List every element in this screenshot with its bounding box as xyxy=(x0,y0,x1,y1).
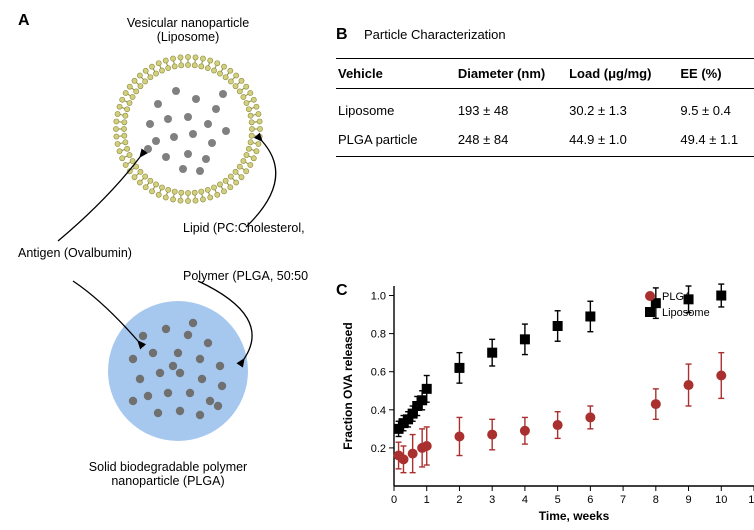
svg-text:Polymer (PLGA, 50:50): Polymer (PLGA, 50:50) xyxy=(183,269,308,283)
svg-text:5: 5 xyxy=(555,494,561,506)
liposome-svg: Lipid (PC:Cholesterol, 2:1) xyxy=(28,44,308,244)
table-cell: Liposome xyxy=(336,89,456,126)
svg-text:Fraction OVA released: Fraction OVA released xyxy=(341,322,355,449)
svg-text:10: 10 xyxy=(715,494,727,506)
table-cell: 44.9 ± 1.0 xyxy=(567,125,678,157)
svg-text:4: 4 xyxy=(522,494,528,506)
table-cell: 248 ± 84 xyxy=(456,125,567,157)
svg-text:0.8: 0.8 xyxy=(371,329,386,341)
panel-c-label: C xyxy=(336,282,348,300)
svg-text:3: 3 xyxy=(489,494,495,506)
char-table: VehicleDiameter (nm)Load (μg/mg)EE (%) L… xyxy=(336,58,754,157)
svg-text:1.0: 1.0 xyxy=(371,291,386,303)
table-header: Load (μg/mg) xyxy=(567,59,678,89)
svg-text:Liposome: Liposome xyxy=(662,307,710,319)
svg-text:11: 11 xyxy=(748,494,754,506)
panel-b: B Particle Characterization VehicleDiame… xyxy=(336,12,754,274)
table-row: PLGA particle248 ± 8444.9 ± 1.049.4 ± 1.… xyxy=(336,125,754,157)
svg-text:0.4: 0.4 xyxy=(371,405,386,417)
table-cell: 193 ± 48 xyxy=(456,89,567,126)
svg-text:Lipid (PC:Cholesterol, 2:1): Lipid (PC:Cholesterol, 2:1) xyxy=(183,221,308,235)
plga-svg: Polymer (PLGA, 50:50) xyxy=(28,266,308,456)
table-header: Diameter (nm) xyxy=(456,59,567,89)
table-cell: 30.2 ± 1.3 xyxy=(567,89,678,126)
svg-text:0: 0 xyxy=(391,494,397,506)
svg-text:6: 6 xyxy=(587,494,593,506)
panel-b-title: Particle Characterization xyxy=(364,27,506,42)
table-cell: PLGA particle xyxy=(336,125,456,157)
svg-text:7: 7 xyxy=(620,494,626,506)
svg-text:1: 1 xyxy=(424,494,430,506)
table-row: Liposome193 ± 4830.2 ± 1.39.5 ± 0.4 xyxy=(336,89,754,126)
release-chart: 0 1 2 3 4 5 6 7 8 9 10 11 0.2 0.4 0.6 0.8 1.0 Time, weeks… xyxy=(336,274,754,526)
svg-text:PLGA: PLGA xyxy=(662,291,692,303)
svg-text:0.6: 0.6 xyxy=(371,367,386,379)
panel-a: A Vesicular nanoparticle (Liposome) Lipi… xyxy=(18,12,318,526)
antigen-label: Antigen (Ovalbumin) xyxy=(18,246,318,260)
table-header: EE (%) xyxy=(678,59,754,89)
table-header: Vehicle xyxy=(336,59,456,89)
svg-text:2: 2 xyxy=(456,494,462,506)
panel-b-label: B xyxy=(336,26,348,44)
chart-wrap: 0 1 2 3 4 5 6 7 8 9 10 11 0.2 0.4 0.6 0.8 1.0 Time, weeks… xyxy=(336,274,754,526)
svg-text:9: 9 xyxy=(685,494,691,506)
panel-a-diagram: Vesicular nanoparticle (Liposome) Lipid … xyxy=(18,16,318,488)
svg-text:Time, weeks: Time, weeks xyxy=(539,509,610,523)
table-cell: 9.5 ± 0.4 xyxy=(678,89,754,126)
panel-a-label: A xyxy=(18,12,30,30)
panel-c: C 0 1 2 3 4 5 6 7 8 9 10 11 0.2 0.4 0.6 0.8 1.0 Time, wee… xyxy=(336,274,754,526)
table-cell: 49.4 ± 1.1 xyxy=(678,125,754,157)
svg-text:8: 8 xyxy=(653,494,659,506)
liposome-title: Vesicular nanoparticle (Liposome) xyxy=(58,16,318,44)
plga-title: Solid biodegradable polymer nanoparticle… xyxy=(18,460,318,488)
svg-text:0.2: 0.2 xyxy=(371,443,386,455)
